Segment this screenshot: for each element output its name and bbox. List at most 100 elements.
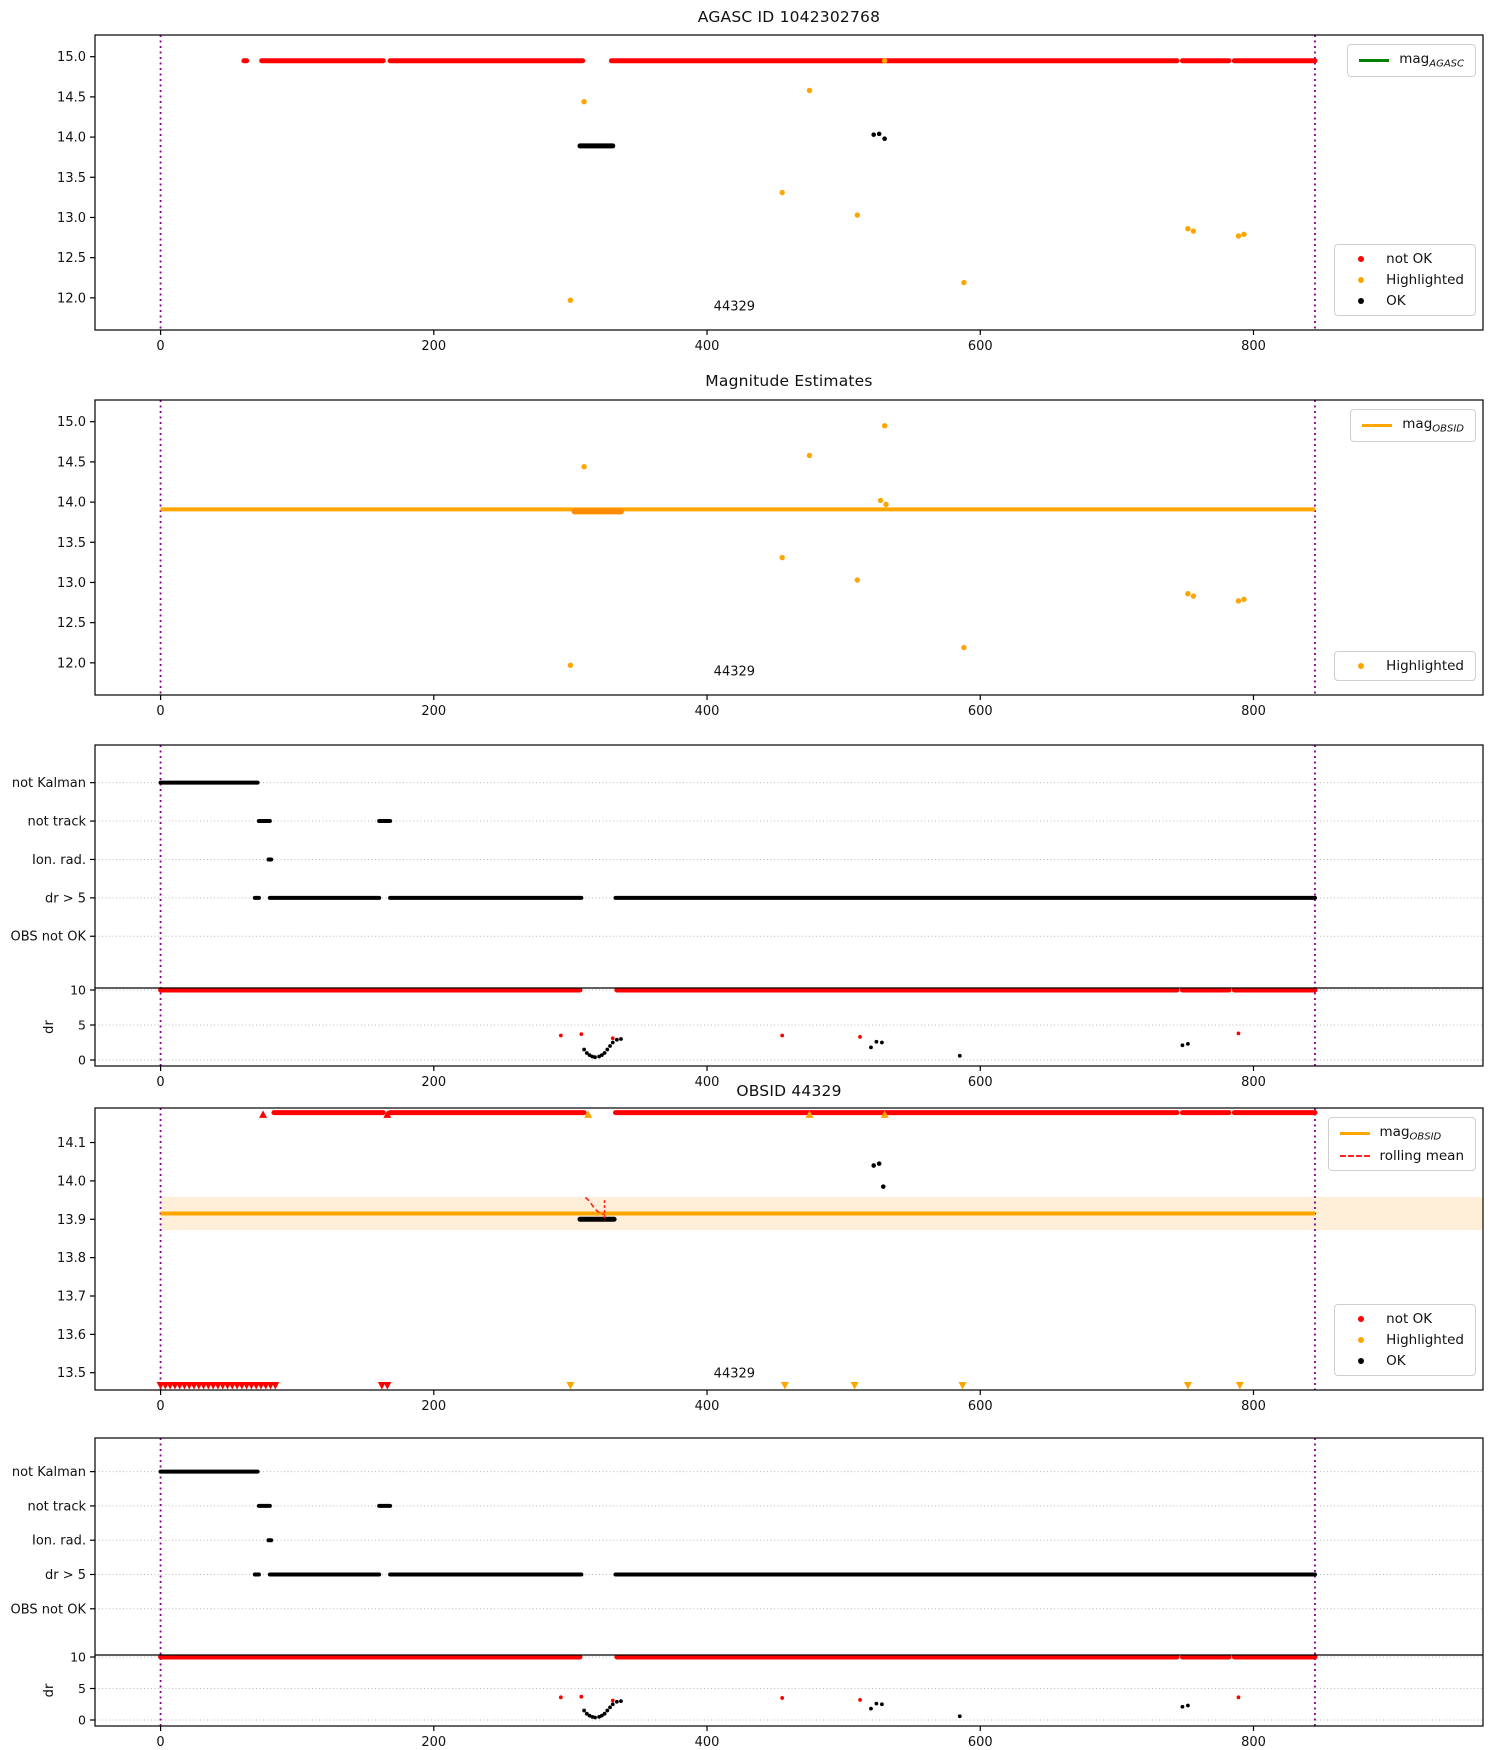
- ok-points: [876, 131, 882, 137]
- y-tick-label: 13.5: [57, 1366, 86, 1381]
- legend-label: magOBSID: [1379, 1124, 1442, 1143]
- highlighted-points: [1185, 226, 1191, 232]
- dr-red-point: [858, 1035, 862, 1039]
- dr-black-point: [599, 1053, 604, 1057]
- triangle-marker: [880, 1110, 889, 1118]
- dr-black-point: [869, 1706, 873, 1711]
- highlighted-points: [1185, 591, 1191, 597]
- legend-entry: Highlighted: [1346, 272, 1464, 288]
- x-tick-label: 0: [156, 704, 164, 719]
- dr-black-point: [1180, 1704, 1185, 1709]
- highlighted-points: [806, 452, 813, 459]
- legend-entry: magAGASC: [1359, 51, 1464, 70]
- dr-red-point: [558, 1033, 563, 1038]
- legend-entry: Highlighted: [1346, 1332, 1464, 1348]
- legend-label: not OK: [1386, 251, 1433, 267]
- dr-black-point: [957, 1714, 962, 1719]
- legend-label: OK: [1386, 293, 1406, 309]
- ok-points: [871, 132, 877, 137]
- category-label: OBS not OK: [11, 930, 87, 945]
- highlighted-points: [961, 644, 967, 651]
- obsid-annotation: 44329: [714, 300, 755, 315]
- axes-frame: [94, 399, 1484, 696]
- x-tick-label: 800: [1241, 1075, 1266, 1090]
- x-tick-label: 200: [421, 704, 446, 719]
- chart-flags-bottom: not Kalman not track Ion. rad. dr > 5 OBS no…: [11, 1437, 1484, 1750]
- legend-label: Highlighted: [1386, 272, 1464, 288]
- y-tick-label: 14.0: [57, 496, 86, 511]
- highlighted-points: [567, 662, 574, 668]
- dr-red-point: [780, 1696, 785, 1700]
- category-label: not track: [27, 815, 86, 830]
- chart-title-agasc: AGASC ID 1042302768: [697, 8, 881, 26]
- x-tick-label: 400: [695, 1075, 720, 1090]
- category-label: Ion. rad.: [32, 853, 86, 868]
- dr-tick-label: 5: [78, 1018, 86, 1033]
- legend-entry: magOBSID: [1362, 416, 1464, 435]
- dr-tick-label: 0: [78, 1713, 86, 1728]
- y-tick-label: 14.0: [57, 1174, 86, 1189]
- legend-marker-dot: [1346, 298, 1376, 304]
- dr-black-point: [610, 1702, 615, 1707]
- dr-black-point: [584, 1051, 589, 1055]
- x-tick-label: 400: [695, 704, 720, 719]
- chart-agasc: 44329 15.0 14.5 14.0 13.5 13.0 12.5 12.0 0 200 400…: [57, 34, 1484, 354]
- ok-points: [880, 1184, 886, 1189]
- highlighted-points: [1190, 593, 1197, 599]
- triangle-marker: [805, 1110, 814, 1118]
- legend-entry: Highlighted: [1346, 658, 1464, 674]
- dr-black-point: [593, 1715, 597, 1720]
- x-tick-label: 400: [695, 1735, 720, 1750]
- legend-entry: not OK: [1346, 1311, 1464, 1327]
- legend-marker-dot: [1346, 663, 1376, 669]
- legend-label: rolling mean: [1379, 1147, 1464, 1164]
- dr-tick-label: 10: [70, 983, 86, 998]
- dr-tick-label: 0: [78, 1053, 86, 1068]
- legend-marker-dot: [1346, 1337, 1376, 1343]
- triangle-marker: [377, 1382, 386, 1390]
- category-label: OBS not OK: [11, 1602, 87, 1617]
- triangle-marker: [566, 1382, 575, 1390]
- dr-black-point: [619, 1699, 623, 1703]
- highlighted-points: [1241, 596, 1247, 603]
- x-tick-label: 200: [421, 1075, 446, 1090]
- dr-black-point: [1186, 1042, 1190, 1046]
- highlighted-points: [854, 577, 861, 583]
- highlighted-points: [779, 554, 785, 561]
- legend-marker-dot: [1346, 1358, 1376, 1364]
- dr-black-point: [605, 1047, 610, 1052]
- legend-entry: not OK: [1346, 251, 1464, 267]
- dr-red-point: [1236, 1031, 1241, 1036]
- dr-black-point: [582, 1708, 586, 1713]
- triangle-marker: [271, 1382, 280, 1390]
- y-tick-label: 15.0: [57, 415, 86, 430]
- legend-label: Highlighted: [1386, 1332, 1464, 1348]
- dr-red-point: [558, 1695, 563, 1700]
- dr-black-point: [614, 1037, 619, 1042]
- highlighted-points: [779, 189, 785, 196]
- legend-tr: magOBSID: [1350, 409, 1476, 442]
- y-tick-label: 13.5: [57, 171, 86, 186]
- dr-black-point: [879, 1702, 884, 1707]
- rolling-mean: [584, 1196, 605, 1216]
- y-tick-label: 12.0: [57, 291, 86, 306]
- x-tick-label: 200: [421, 339, 446, 354]
- triangle-marker: [584, 1110, 593, 1118]
- legend-label: magOBSID: [1402, 416, 1464, 435]
- x-tick-label: 600: [968, 704, 993, 719]
- category-label: not Kalman: [12, 1465, 86, 1480]
- legend-marker-dline: [1339, 1154, 1370, 1157]
- y-tick-label: 14.5: [57, 455, 86, 470]
- y-tick-label: 14.5: [57, 90, 86, 105]
- chart-title-obsid: OBSID 44329: [736, 1082, 842, 1100]
- legend-br: Highlighted: [1334, 651, 1476, 681]
- obsid-annotation: 44329: [714, 665, 755, 680]
- dr-axis-label: dr: [42, 1683, 57, 1697]
- legend-tr: magAGASC: [1347, 44, 1476, 77]
- dr-black-point: [869, 1045, 873, 1050]
- dr-black-point: [593, 1055, 597, 1060]
- triangle-marker: [259, 1110, 268, 1118]
- dr-red-point: [780, 1033, 785, 1038]
- dr-red-point: [858, 1697, 862, 1702]
- dr-black-point: [584, 1711, 589, 1716]
